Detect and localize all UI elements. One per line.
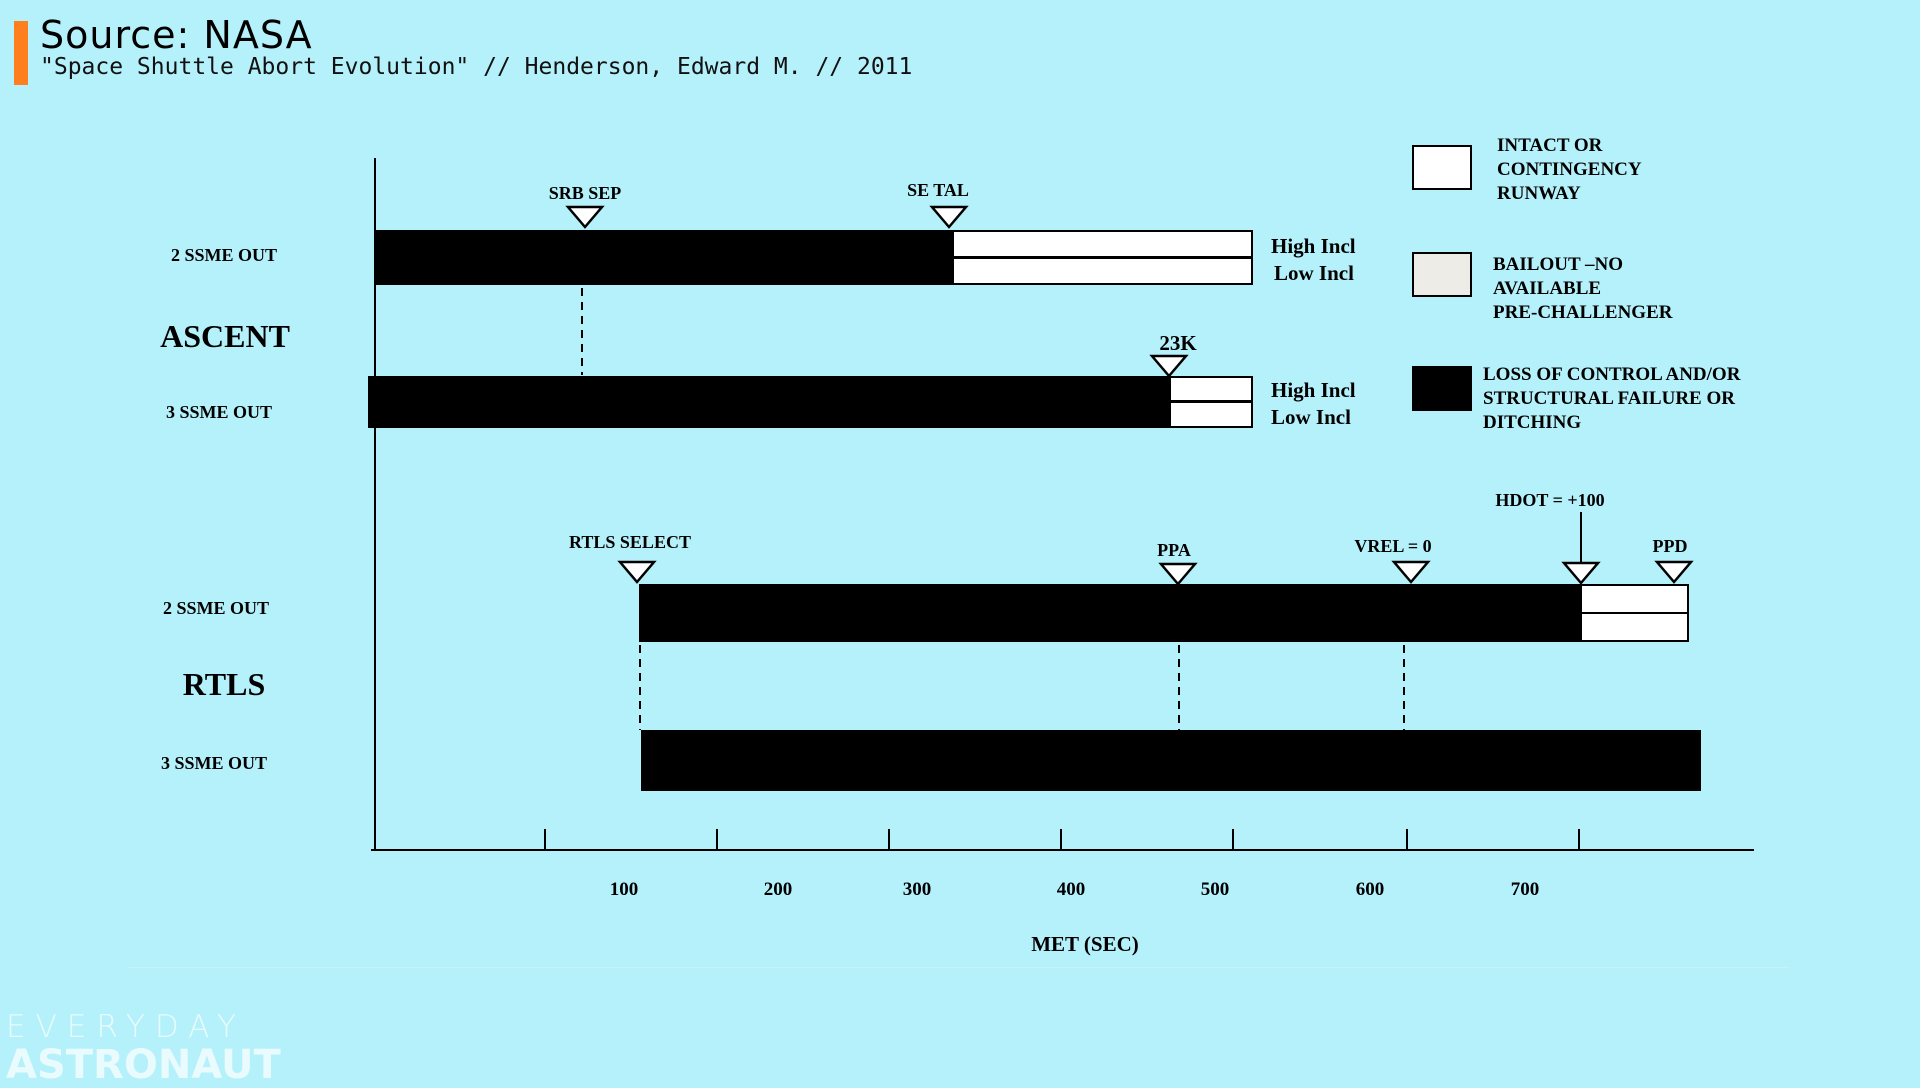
marker-triangle-hdot-100 — [1561, 561, 1601, 585]
x-tick-label: 600 — [1356, 879, 1385, 900]
marker-label-ppd: PPD — [1653, 536, 1688, 556]
bar-intact — [952, 257, 1253, 285]
x-tick-label: 300 — [903, 879, 932, 900]
marker-label-rtls-select: RTLS SELECT — [569, 532, 691, 552]
legend-swatch-intact — [1412, 145, 1472, 190]
x-tick-label: 100 — [610, 879, 639, 900]
marker-label-ppa: PPA — [1157, 540, 1191, 560]
source-citation: "Space Shuttle Abort Evolution" // Hende… — [40, 54, 913, 80]
footer-divider — [128, 967, 1790, 968]
legend-label: INTACT OR CONTINGENCY RUNWAY — [1497, 135, 1642, 204]
everyday-astronaut-logo: EVERYDAY ASTRONAUT — [6, 1009, 281, 1088]
legend-label: LOSS OF CONTROL AND/OR STRUCTURAL FAILUR… — [1483, 364, 1741, 433]
bar-loss-of-control — [639, 584, 1581, 642]
logo-top-text: EVERYDAY — [6, 1009, 246, 1045]
marker-label-se-tal: SE TAL — [907, 180, 969, 200]
marker-triangle-se-tal — [929, 205, 969, 229]
marker-triangle-srb-sep — [565, 205, 605, 229]
x-tick-label: 200 — [764, 879, 793, 900]
marker-triangle-rtls-select — [617, 560, 657, 584]
bar-intact — [1580, 612, 1689, 642]
bar-side-label: High Incl — [1271, 234, 1356, 258]
row-label: 2 SSME OUT — [163, 598, 269, 618]
source-title: Source: NASA — [40, 13, 313, 57]
bar-side-label: Low Incl — [1271, 405, 1351, 429]
legend-label: BAILOUT –NO AVAILABLE PRE-CHALLENGER — [1493, 254, 1673, 323]
legend-swatch-bailout — [1412, 252, 1472, 297]
x-tick-marks — [544, 829, 1580, 850]
x-tick-label: 700 — [1511, 879, 1540, 900]
marker-triangle-ppd — [1654, 560, 1694, 584]
bar-intact — [1169, 401, 1253, 428]
row-label: 3 SSME OUT — [161, 753, 267, 773]
marker-triangle-23k — [1149, 354, 1189, 378]
bar-loss-of-control — [641, 730, 1701, 791]
event-lines — [581, 288, 1405, 730]
bar-loss-of-control — [375, 230, 953, 285]
bar-side-label: Low Incl — [1274, 261, 1354, 285]
x-tick-label: 500 — [1201, 879, 1230, 900]
section-label-ascent: ASCENT — [160, 318, 290, 354]
accent-bar — [14, 21, 28, 85]
marker-label-hdot-100: HDOT = +100 — [1495, 490, 1604, 510]
logo-bottom-text: ASTRONAUT — [6, 1042, 281, 1088]
marker-label-vrel-0: VREL = 0 — [1354, 536, 1431, 556]
bar-intact — [1169, 376, 1253, 402]
marker-triangle-vrel-0 — [1391, 560, 1431, 584]
bar-side-label: High Incl — [1271, 378, 1356, 402]
row-label: 2 SSME OUT — [171, 245, 277, 265]
section-label-rtls: RTLS — [183, 666, 265, 702]
row-label: 3 SSME OUT — [166, 402, 272, 422]
marker-label-srb-sep: SRB SEP — [549, 183, 622, 203]
bar-intact — [952, 230, 1253, 258]
x-axis-label: MET (SEC) — [1031, 932, 1139, 956]
marker-triangle-ppa — [1158, 562, 1198, 586]
abort-timeline-chart: 100 200 300 400 500 600 700 MET (SEC) ASCENT 2… — [160, 158, 1754, 956]
bar-intact — [1580, 584, 1689, 614]
bar-loss-of-control — [368, 376, 1170, 428]
x-tick-labels: 100 200 300 400 500 600 700 — [610, 879, 1540, 900]
marker-label-23k: 23K — [1159, 331, 1197, 355]
x-tick-label: 400 — [1057, 879, 1086, 900]
legend-swatch-loss — [1412, 366, 1472, 411]
